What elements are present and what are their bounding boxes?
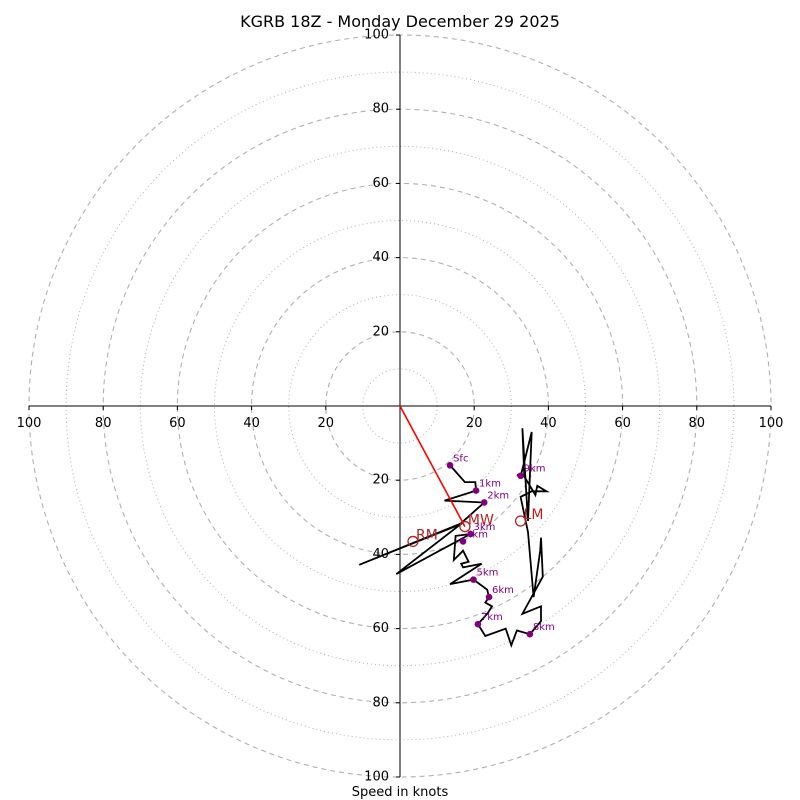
tick-label-top-80: 80 — [372, 102, 389, 117]
motion-marker-mw — [459, 520, 471, 533]
height-marker-4km — [459, 538, 467, 545]
tick-label-left-40: 40 — [243, 416, 260, 431]
height-label-4km: 4km — [466, 529, 488, 540]
tick-label-bottom-60: 60 — [372, 621, 389, 636]
tick-label-right-80: 80 — [689, 416, 706, 431]
motion-label-rm: RM — [416, 527, 438, 543]
tick-label-top-20: 20 — [372, 324, 389, 339]
tick-label-top-100: 100 — [364, 28, 389, 43]
height-label-8km: 8km — [533, 622, 555, 633]
height-marker-3km — [467, 530, 474, 538]
shear-vector — [399, 405, 466, 527]
tick-label-left-100: 100 — [17, 416, 42, 431]
height-marker-1km — [472, 487, 480, 494]
tick-label-bottom-20: 20 — [372, 473, 389, 488]
height-label-2km: 2km — [487, 490, 509, 501]
mean-wind-vector — [399, 405, 466, 527]
height-marker-5km — [470, 576, 477, 583]
motion-marker-lm — [514, 515, 527, 527]
motion-label-lm: LM — [524, 507, 544, 523]
tick-label-right-20: 20 — [466, 416, 483, 431]
tick-label-left-60: 60 — [169, 416, 186, 431]
height-marker-8km — [526, 630, 534, 638]
height-label-1km: 1km — [479, 479, 501, 490]
height-label-6km: 6km — [492, 585, 514, 596]
height-marker-9km — [517, 472, 524, 480]
tick-label-bottom-100: 100 — [364, 770, 389, 785]
tick-label-right-40: 40 — [540, 416, 557, 431]
motion-marker-rm — [407, 535, 419, 548]
tick-label-left-80: 80 — [95, 416, 112, 431]
height-label-sfc: Sfc — [453, 453, 468, 464]
tick-label-right-60: 60 — [614, 416, 631, 431]
height-marker-2km — [480, 499, 488, 506]
height-marker-sfc — [446, 462, 454, 469]
tick-label-left-20: 20 — [318, 416, 335, 431]
height-marker-6km — [485, 593, 493, 601]
hodograph-trace — [358, 428, 550, 648]
height-label-5km: 5km — [476, 568, 498, 579]
tick-label-top-40: 40 — [372, 250, 389, 265]
height-label-9km: 9km — [524, 464, 546, 475]
hodograph-line — [358, 428, 550, 648]
tick-label-right-100: 100 — [759, 416, 784, 431]
height-label-3km: 3km — [473, 522, 495, 533]
height-marker-7km — [474, 620, 482, 628]
chart-title: KGRB 18Z - Monday December 29 2025 — [240, 12, 560, 31]
height-label-7km: 7km — [481, 612, 503, 623]
motion-label-mw: MW — [468, 513, 494, 529]
x-axis-label: Speed in knots — [352, 785, 449, 800]
tick-label-top-60: 60 — [372, 176, 389, 191]
storm-motion: RM LM MW — [407, 507, 544, 548]
tick-label-bottom-80: 80 — [372, 695, 389, 710]
